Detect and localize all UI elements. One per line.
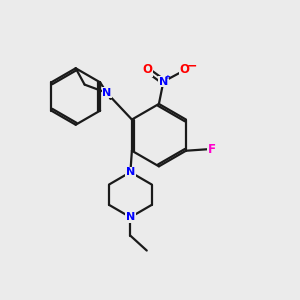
Text: O: O	[142, 63, 152, 76]
Text: N: N	[126, 212, 135, 222]
Text: N: N	[126, 167, 135, 177]
Text: N: N	[159, 76, 168, 87]
Text: O: O	[179, 63, 189, 76]
Text: −: −	[187, 59, 197, 72]
Text: F: F	[208, 143, 216, 156]
Text: +: +	[165, 74, 170, 80]
Text: N: N	[102, 88, 111, 98]
